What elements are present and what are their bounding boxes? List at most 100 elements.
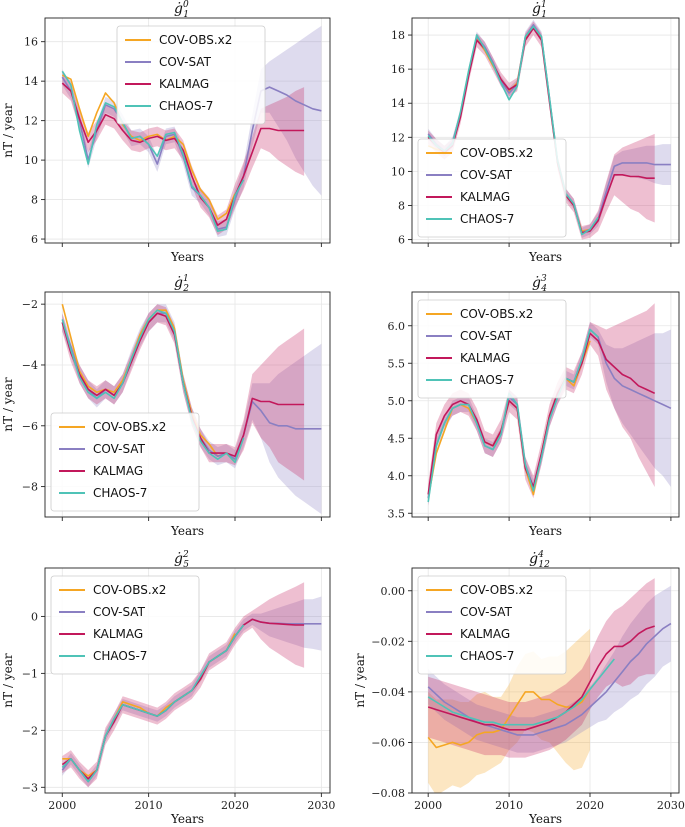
legend-label: KALMAG [460, 351, 510, 365]
plot-area [427, 19, 671, 240]
series-line-chaos-7 [61, 624, 245, 783]
legend-label: CHAOS-7 [159, 99, 213, 113]
legend-label: COV-SAT [460, 329, 513, 343]
y-tick-label: 3.5 [388, 507, 406, 520]
axes-frame [411, 291, 680, 518]
panel-2: 6 8 10 12 14 16 18 Years ġ1 1 COV-OBS.x2 COV-SAT KAL… [391, 0, 680, 264]
panel-title: ġ1 2 [174, 274, 189, 294]
y-tick-label: 0 [31, 610, 38, 623]
panel-title: ġ0 1 [174, 0, 189, 20]
x-tick-label: 2020 [576, 799, 604, 812]
series-line-chaos-7 [427, 328, 599, 503]
legend-label: COV-OBS.x2 [460, 583, 533, 597]
x-axis-label: Years [170, 524, 204, 538]
series-line-cov-obs-x2 [61, 74, 236, 221]
y-tick-label: 0.00 [381, 585, 406, 598]
panel-title: ġ3 4 [532, 274, 547, 294]
legend-label: COV-OBS.x2 [460, 307, 533, 321]
y-tick-label: −3 [22, 781, 38, 794]
legend-label: COV-SAT [93, 605, 146, 619]
y-tick-label: 4.5 [388, 432, 406, 445]
legend-label: KALMAG [93, 464, 143, 478]
legend-label: CHAOS-7 [460, 649, 514, 663]
legend-label: KALMAG [460, 627, 510, 641]
band-cov-sat [428, 585, 671, 753]
series-line-kalmag [427, 625, 655, 731]
panel-title: ġ2 5 [174, 550, 189, 570]
band-kalmag [428, 303, 655, 506]
band-kalmag [428, 578, 655, 758]
axes-frame [44, 291, 331, 518]
y-tick-label: 12 [24, 115, 38, 128]
legend-label: COV-SAT [159, 55, 212, 69]
x-axis-label: Years [528, 812, 562, 826]
legend: COV-OBS.x2 COV-SAT KALMAG CHAOS-7 [50, 412, 200, 512]
plot-area [61, 582, 322, 788]
legend: COV-OBS.x2 COV-SAT KALMAG CHAOS-7 [417, 299, 567, 399]
legend-label: KALMAG [460, 190, 510, 204]
legend-label: COV-OBS.x2 [93, 420, 166, 434]
y-tick-label: −4 [22, 359, 38, 372]
x-axis-label: Years [528, 250, 562, 264]
legend-label: CHAOS-7 [460, 212, 514, 226]
y-tick-label: 14 [24, 75, 38, 88]
y-tick-label: 6 [31, 233, 38, 246]
panel-5: 2000 2010 2020 2030 −3 −2 −1 0 Years nT / year ġ2 5… [1, 550, 335, 826]
legend: COV-OBS.x2 COV-SAT KALMAG CHAOS-7 [417, 138, 567, 238]
y-tick-label: −0.04 [371, 686, 405, 699]
x-tick-label: 2000 [414, 799, 442, 812]
series-line-chaos-7 [427, 25, 599, 236]
y-tick-label: 8 [31, 194, 38, 207]
band-cov-sat [62, 596, 322, 788]
y-tick-label: 6.0 [388, 320, 406, 333]
y-tick-label: 10 [24, 154, 38, 167]
panel-3: −8 −6 −4 −2 Years nT / year ġ1 2 COV-OBS.x2 COV-S… [1, 274, 331, 538]
panel-title: ġ1 1 [532, 0, 547, 20]
legend-label: COV-SAT [460, 605, 513, 619]
y-axis-label: nT / year [1, 377, 15, 431]
band-cov-sat [428, 19, 671, 238]
x-axis-label: Years [170, 812, 204, 826]
y-tick-label: 10 [391, 165, 405, 178]
legend-label: COV-SAT [93, 442, 146, 456]
legend-label: KALMAG [93, 627, 143, 641]
y-tick-label: −0.08 [371, 787, 405, 800]
legend-label: CHAOS-7 [460, 373, 514, 387]
legend-label: KALMAG [159, 77, 209, 91]
y-axis-label: nT / year [1, 653, 15, 707]
y-axis-label: nT / year [1, 103, 15, 157]
series-line-chaos-7 [61, 70, 245, 232]
x-tick-label: 2030 [657, 799, 685, 812]
y-tick-label: −2 [22, 298, 38, 311]
legend-label: COV-SAT [460, 168, 513, 182]
band-kalmag [62, 582, 305, 788]
x-axis-label: Years [170, 250, 204, 264]
axes-frame [44, 567, 331, 794]
panel-6: 2000 2010 2020 2030 −0.08 −0.06 −0.04 −0.02 0.00… [353, 550, 685, 826]
y-tick-label: −8 [22, 481, 38, 494]
y-tick-label: 8 [398, 200, 405, 213]
y-tick-label: 6 [398, 234, 405, 247]
band-cov-sat [62, 304, 322, 514]
series-line-cov-obs-x2 [427, 688, 591, 749]
legend-label: COV-OBS.x2 [460, 146, 533, 160]
series-line-chaos-7 [61, 309, 245, 464]
y-tick-label: 5.0 [388, 395, 406, 408]
legend-label: COV-OBS.x2 [159, 33, 232, 47]
axes-frame [44, 17, 331, 244]
x-axis-label: Years [528, 524, 562, 538]
y-tick-label: −0.02 [371, 635, 405, 648]
y-axis-label: nT / year [353, 653, 367, 707]
y-tick-label: 5.5 [388, 357, 406, 370]
panel-title: ġ4 12 [529, 550, 550, 570]
legend-label: CHAOS-7 [93, 486, 147, 500]
legend: COV-OBS.x2 COV-SAT KALMAG CHAOS-7 [50, 575, 200, 675]
y-tick-label: −1 [22, 667, 38, 680]
y-tick-label: 16 [391, 63, 405, 76]
y-tick-label: −6 [22, 420, 38, 433]
y-tick-label: 18 [391, 29, 405, 42]
x-tick-label: 2010 [495, 799, 523, 812]
